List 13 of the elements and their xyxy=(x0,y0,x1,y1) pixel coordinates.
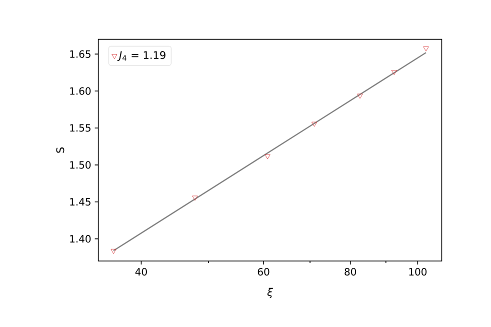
y-tick-label: 1.45 xyxy=(70,198,90,206)
x-tick-label: 40 xyxy=(135,268,147,276)
x-tick-label: 100 xyxy=(409,268,427,276)
y-axis-title: S xyxy=(56,147,64,153)
y-tick-label: 1.50 xyxy=(70,161,91,169)
x-axis-title: ξ xyxy=(267,288,274,298)
y-tick-label: 1.40 xyxy=(70,235,91,243)
x-tick-label: 60 xyxy=(258,268,270,276)
y-tick-label: 1.60 xyxy=(70,87,91,95)
legend-label: J$_{4}$ = 1.19 xyxy=(117,51,166,62)
x-tick-label: 80 xyxy=(344,268,356,276)
y-tick-label: 1.65 xyxy=(70,50,90,58)
y-tick-label: 1.55 xyxy=(70,124,90,132)
